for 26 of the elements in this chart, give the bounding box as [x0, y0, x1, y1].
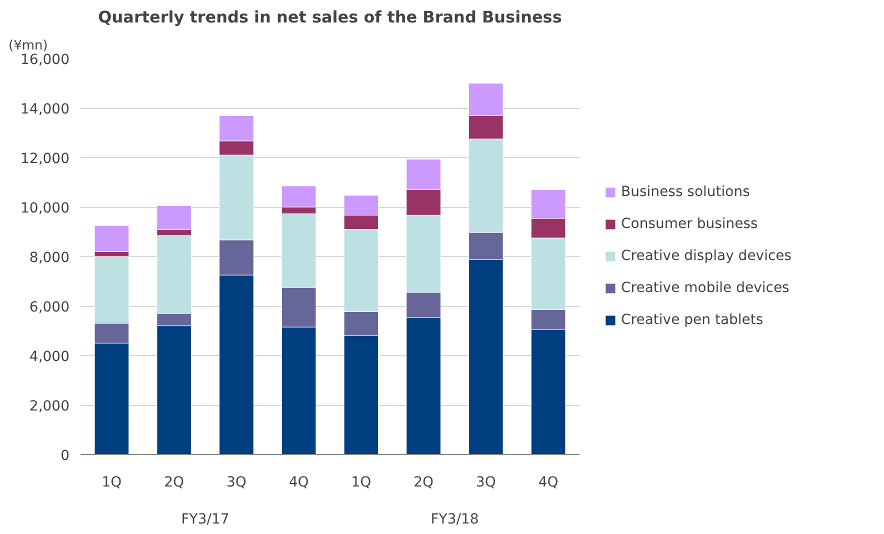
- legend-label: Creative mobile devices: [621, 280, 790, 296]
- legend-label: Consumer business: [621, 216, 758, 232]
- y-tick-label: 12,000: [20, 151, 70, 167]
- y-tick-label: 0: [60, 448, 70, 464]
- x-tick-label: 2Q: [164, 474, 184, 490]
- chart-title: Quarterly trends in net sales of the Brand Business: [98, 8, 562, 26]
- y-tick-label: 2,000: [29, 398, 70, 414]
- x-tick-label: 4Q: [288, 474, 309, 490]
- legend-label: Business solutions: [621, 184, 750, 200]
- y-tick-label: 8,000: [29, 250, 70, 266]
- text: FY3/18: [430, 512, 479, 528]
- y-tick-label: 4,000: [29, 349, 70, 365]
- text: FY3/17: [181, 512, 230, 528]
- legend-label: Creative display devices: [621, 248, 792, 264]
- legend-label: Creative pen tablets: [621, 312, 764, 328]
- x-tick-label: 1Q: [351, 474, 372, 490]
- x-tick-label: 3Q: [476, 474, 496, 490]
- y-tick-label: 16,000: [20, 52, 70, 68]
- y-tick-label: 6,000: [29, 300, 70, 316]
- x-tick-label: 1Q: [102, 474, 122, 490]
- y-tick-label: 14,000: [20, 102, 70, 118]
- x-tick-label: 4Q: [538, 474, 558, 490]
- y-tick-label: 10,000: [20, 200, 70, 216]
- y-axis-title: (¥mn): [8, 38, 48, 54]
- x-tick-label: 3Q: [226, 474, 246, 490]
- x-tick-label: 2Q: [414, 474, 434, 490]
